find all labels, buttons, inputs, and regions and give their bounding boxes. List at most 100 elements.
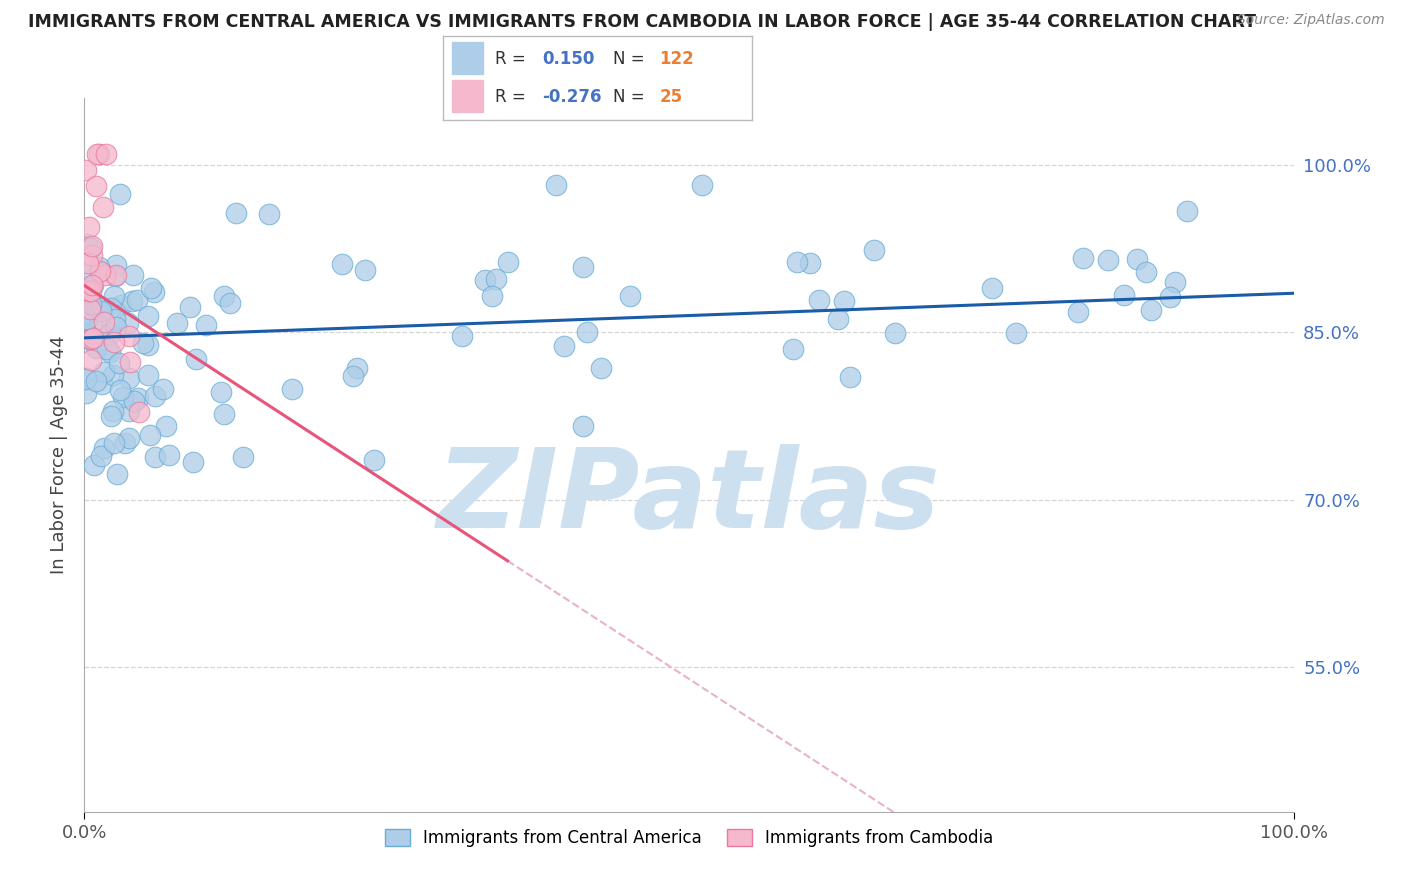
Text: 122: 122 [659,50,695,68]
Point [104,268,127,282]
Point [104,312,127,326]
Point [330,256,353,270]
Point [194,318,217,332]
Point [94,268,117,283]
Point [75,329,97,343]
Text: R =: R = [495,87,531,105]
Point [474,273,496,287]
Point [690,178,713,192]
Point [981,281,1004,295]
Point [485,272,508,286]
Point [575,325,598,339]
Point [100,301,122,315]
Point [80,278,103,293]
Point [75,372,97,386]
Point [76,306,98,320]
Point [75,268,97,282]
Point [225,205,247,219]
Point [121,294,143,309]
Point [157,448,180,462]
Point [89,260,111,274]
Point [218,296,240,310]
Point [589,361,612,376]
Point [100,345,122,359]
Text: ZIPatlas: ZIPatlas [437,444,941,551]
Point [209,385,232,400]
Text: IMMIGRANTS FROM CENTRAL AMERICA VS IMMIGRANTS FROM CAMBODIA IN LABOR FORCE | AGE: IMMIGRANTS FROM CENTRAL AMERICA VS IMMIG… [28,13,1256,31]
Point [89,263,111,277]
Point [108,383,131,397]
Point [834,293,856,308]
Point [863,244,886,258]
Point [84,341,107,355]
Text: R =: R = [495,50,531,68]
Point [451,329,474,343]
Point [128,405,150,419]
Text: -0.276: -0.276 [541,87,602,105]
Point [122,394,145,409]
Point [257,206,280,220]
Point [132,336,155,351]
Point [89,265,111,279]
Point [181,455,204,469]
Point [143,389,166,403]
Point [79,332,101,346]
Point [80,241,103,255]
Point [127,391,149,405]
Point [104,268,127,283]
Text: N =: N = [613,50,650,68]
Point [80,353,103,368]
Point [1125,252,1147,266]
Point [122,268,145,282]
Point [96,342,118,356]
Point [839,370,862,384]
Point [75,297,97,311]
Point [80,285,103,299]
Point [93,441,115,455]
Point [80,297,103,311]
Bar [453,42,484,74]
Y-axis label: In Labor Force | Age 35-44: In Labor Force | Age 35-44 [49,335,67,574]
Point [80,332,103,346]
Point [103,404,125,418]
Point [91,377,114,392]
Text: Source: ZipAtlas.com: Source: ZipAtlas.com [1237,13,1385,28]
Point [152,383,174,397]
Point [75,163,97,178]
Point [136,337,159,351]
Point [143,450,166,465]
Point [103,435,125,450]
Point [93,365,115,379]
Point [103,289,125,303]
Point [184,352,207,367]
Point [80,238,103,252]
Point [82,331,104,345]
Point [799,256,821,270]
Point [363,453,385,467]
Point [83,458,105,472]
Point [108,186,131,201]
Point [114,436,136,450]
Point [212,289,235,303]
Point [75,385,97,400]
Text: 25: 25 [659,87,682,105]
Point [141,281,163,295]
Point [79,219,101,234]
Point [105,467,128,481]
Point [100,409,122,423]
Point [1066,305,1088,319]
Point [112,390,135,404]
Point [86,374,108,388]
Point [143,285,166,299]
Point [79,301,101,316]
Point [87,147,110,161]
Point [883,326,905,341]
Point [84,178,107,193]
Point [79,281,101,295]
Point [80,247,103,261]
Point [281,382,304,396]
Point [481,289,503,303]
Point [91,200,114,214]
Point [105,319,128,334]
Point [572,260,595,274]
